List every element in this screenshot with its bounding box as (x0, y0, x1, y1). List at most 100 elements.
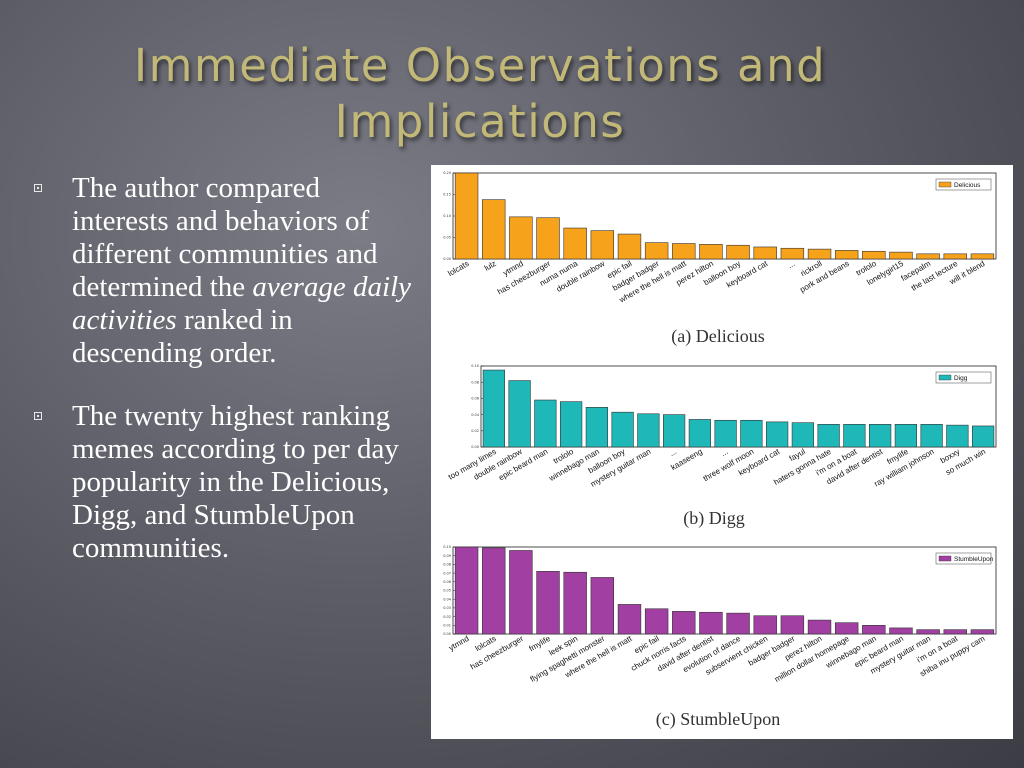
y-tick-label: 0.06 (471, 397, 479, 401)
bar (508, 380, 531, 448)
legend-label: Delicious (954, 182, 981, 189)
x-tick-label: ... (719, 447, 729, 458)
y-tick-label: 0.06 (443, 580, 451, 584)
y-tick-label: 0.10 (471, 364, 479, 368)
bar (536, 571, 560, 635)
bar (970, 629, 995, 635)
bullet-text: The twenty highest ranking memes accordi… (72, 400, 422, 565)
y-tick-label: 0.07 (443, 571, 451, 575)
x-tick-label: ytmnd (447, 634, 470, 653)
x-tick-label: ... (668, 447, 678, 458)
legend-label: StumbleUpon (954, 556, 994, 563)
bar (454, 546, 479, 635)
bar (672, 243, 696, 260)
bar (894, 424, 917, 448)
bar (766, 421, 789, 448)
y-tick-label: 0.00 (443, 257, 451, 261)
bar (972, 425, 995, 448)
y-tick-label: 0.10 (443, 214, 451, 218)
legend-swatch (938, 374, 952, 381)
bullet-text-end: ranked in descending order. (72, 304, 293, 369)
y-tick-label: 0.15 (443, 193, 451, 197)
bar (454, 172, 479, 260)
legend-swatch (938, 555, 952, 562)
bar (509, 216, 533, 260)
bar (617, 604, 642, 635)
bar (889, 251, 913, 260)
plot-frame (452, 172, 997, 260)
bar (617, 233, 642, 260)
bar (563, 227, 587, 260)
bullet-text: The author compared interests and behavi… (72, 172, 422, 370)
bar (834, 622, 859, 635)
plot-frame (452, 546, 997, 635)
y-tick-label: 0.09 (443, 554, 451, 558)
square-bullet-icon (34, 184, 42, 192)
bar (590, 577, 615, 635)
bullet-text-main: The author compared interests and behavi… (72, 172, 378, 303)
y-tick-label: 0.05 (443, 236, 451, 240)
bar (714, 419, 737, 448)
bar (869, 424, 892, 448)
x-tick-label: lulz (483, 259, 498, 273)
y-tick-label: 0.04 (443, 597, 452, 601)
legend-label: Digg (954, 375, 968, 382)
slide-title: Immediate Observations and Implications (133, 39, 827, 148)
bar (611, 411, 634, 448)
bar (791, 422, 814, 448)
bar (699, 611, 723, 635)
bullet-item: The author compared interests and behavi… (32, 172, 422, 370)
y-tick-label: 0.03 (443, 606, 451, 610)
bar (889, 627, 913, 635)
bar (970, 253, 995, 260)
x-tick-label: lolcats (446, 259, 470, 278)
bar (585, 407, 608, 448)
y-tick-label: 0.08 (471, 380, 479, 384)
bar (644, 242, 669, 260)
bullet-list: The author compared interests and behavi… (32, 172, 422, 595)
bar (862, 250, 886, 260)
chart-caption: (b) Digg (683, 508, 745, 529)
bar (726, 612, 750, 635)
y-tick-label: 0.20 (443, 171, 451, 175)
bar (817, 424, 840, 448)
bar (637, 413, 660, 448)
bar (780, 615, 805, 635)
figure-panel: 0.00 0.05 0.10 0.15 0.20 lolcats lulz ytmnd has … (431, 165, 1013, 739)
bar (688, 419, 711, 448)
bar (946, 424, 969, 448)
bar (753, 615, 777, 635)
y-tick-label: 0.00 (471, 445, 479, 449)
bar (560, 401, 583, 448)
bar (807, 248, 832, 260)
bar (672, 611, 696, 635)
bar (482, 547, 506, 635)
bar (563, 571, 587, 635)
bar (920, 424, 943, 448)
square-bullet-icon (34, 412, 42, 420)
legend-box (935, 178, 992, 191)
bar (916, 629, 940, 635)
bar (807, 619, 832, 635)
y-tick-label: 0.02 (471, 429, 479, 433)
bar (534, 399, 557, 448)
bar (780, 247, 805, 260)
y-tick-label: 0.10 (443, 545, 451, 549)
y-tick-label: 0.04 (471, 413, 480, 417)
bar (482, 199, 506, 260)
bullet-text-emphasis: average daily activities (72, 271, 412, 336)
y-tick-label: 0.00 (443, 632, 451, 636)
x-tick-label: ... (786, 259, 796, 270)
chart-caption: (a) Delicious (671, 326, 764, 347)
y-tick-label: 0.08 (443, 563, 451, 567)
y-tick-label: 0.02 (443, 615, 451, 619)
legend-box (935, 371, 992, 384)
bar (843, 424, 866, 448)
bar (916, 253, 940, 260)
legend-box (935, 552, 992, 565)
bar (753, 246, 777, 260)
bullet-item: The twenty highest ranking memes accordi… (32, 400, 422, 565)
bar (536, 217, 560, 260)
chart-caption: (c) StumbleUpon (656, 709, 780, 730)
